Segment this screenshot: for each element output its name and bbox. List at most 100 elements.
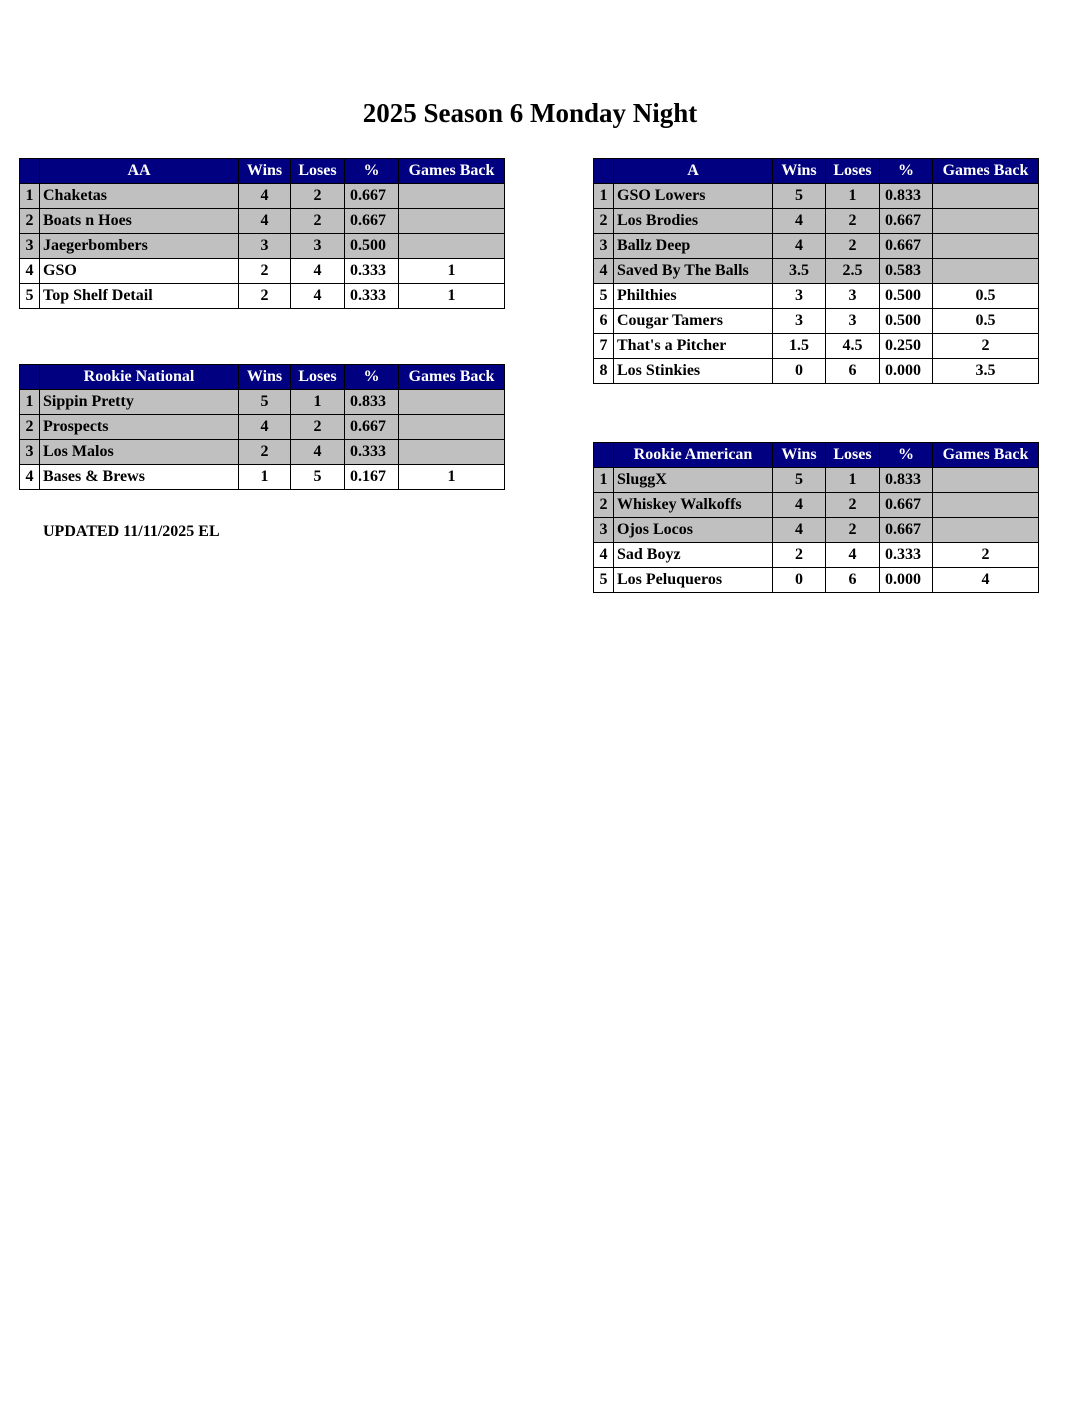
cell-games-back: 0.5 [932,283,1039,309]
header-division: Rookie American [613,442,773,468]
cell-loses: 4.5 [825,333,880,359]
header-pct: % [344,158,399,184]
header-row: Rookie National Wins Loses% Games Back [19,364,505,390]
cell-pct: 0.167 [344,464,399,490]
cell-games-back: 2 [932,333,1039,359]
standings-table-a: A Wins Loses% Games Back 1 GSO Lowers 5 1 0.833 2… [593,158,1039,384]
cell-pct: 0.500 [344,233,399,259]
cell-rank: 2 [593,492,614,518]
cell-team: Boats n Hoes [39,208,239,234]
cell-pct: 0.833 [344,389,399,415]
cell-loses: 2 [290,414,345,440]
cell-wins: 3 [772,283,826,309]
cell-wins: 5 [772,183,826,209]
cell-pct: 0.333 [879,542,933,568]
header-loses: Loses [290,158,345,184]
cell-team: Chaketas [39,183,239,209]
header-rank [19,158,40,184]
cell-team: Ojos Locos [613,517,773,543]
cell-loses: 2 [825,233,880,259]
cell-games-back [398,183,505,209]
header-games-back: Games Back [932,442,1039,468]
cell-wins: 4 [772,517,826,543]
cell-games-back: 4 [932,567,1039,593]
table-row: 4 Sad Boyz 2 4 0.333 2 [593,542,1039,568]
table-row: 8 Los Stinkies 0 6 0.000 3.5 [593,358,1039,384]
cell-rank: 1 [19,183,40,209]
table-row: 5 Los Peluqueros 0 6 0.000 4 [593,567,1039,593]
cell-games-back [932,233,1039,259]
cell-loses: 2 [290,183,345,209]
table-row: 3 Ojos Locos 4 2 0.667 [593,517,1039,543]
cell-team: Prospects [39,414,239,440]
cell-wins: 4 [772,233,826,259]
cell-rank: 4 [593,542,614,568]
header-pct: % [879,442,933,468]
cell-rank: 3 [593,233,614,259]
header-wins: Wins [772,442,826,468]
header-division: A [613,158,773,184]
cell-games-back [398,439,505,465]
header-division: Rookie National [39,364,239,390]
header-wins: Wins [238,158,291,184]
cell-games-back [932,208,1039,234]
cell-wins: 5 [772,467,826,493]
cell-games-back [398,208,505,234]
header-loses: Loses [825,442,880,468]
cell-games-back [932,492,1039,518]
cell-wins: 4 [238,208,291,234]
cell-loses: 4 [290,258,345,284]
table-row: 1 GSO Lowers 5 1 0.833 [593,183,1039,209]
cell-wins: 2 [238,283,291,309]
cell-wins: 1 [238,464,291,490]
header-row: AA Wins Loses% Games Back [19,158,505,184]
cell-wins: 0 [772,567,826,593]
cell-rank: 6 [593,308,614,334]
table-row: 2 Prospects 4 2 0.667 [19,414,505,440]
header-loses: Loses [290,364,345,390]
cell-rank: 4 [19,464,40,490]
cell-wins: 2 [238,258,291,284]
cell-wins: 3 [238,233,291,259]
table-row: 3 Ballz Deep 4 2 0.667 [593,233,1039,259]
cell-loses: 5 [290,464,345,490]
cell-loses: 4 [825,542,880,568]
cell-loses: 4 [290,439,345,465]
header-rank [593,442,614,468]
cell-pct: 0.333 [344,439,399,465]
cell-pct: 0.500 [879,308,933,334]
cell-team: Los Stinkies [613,358,773,384]
cell-team: Bases & Brews [39,464,239,490]
cell-games-back [932,183,1039,209]
cell-games-back [398,389,505,415]
table-row: 5 Top Shelf Detail 2 4 0.333 1 [19,283,505,309]
header-rank [19,364,40,390]
cell-wins: 2 [772,542,826,568]
cell-pct: 0.667 [879,233,933,259]
header-loses: Loses [825,158,880,184]
cell-wins: 1.5 [772,333,826,359]
cell-rank: 1 [593,183,614,209]
cell-games-back [398,233,505,259]
cell-rank: 4 [593,258,614,284]
cell-team: SluggX [613,467,773,493]
cell-loses: 2 [825,517,880,543]
header-wins: Wins [772,158,826,184]
cell-team: Jaegerbombers [39,233,239,259]
cell-rank: 2 [593,208,614,234]
cell-loses: 6 [825,358,880,384]
cell-rank: 4 [19,258,40,284]
cell-pct: 0.333 [344,283,399,309]
cell-pct: 0.667 [344,183,399,209]
cell-loses: 1 [290,389,345,415]
cell-rank: 7 [593,333,614,359]
cell-loses: 2 [825,492,880,518]
cell-pct: 0.667 [879,208,933,234]
page-title: 2025 Season 6 Monday Night [362,98,698,128]
cell-loses: 2 [825,208,880,234]
cell-rank: 5 [593,567,614,593]
cell-pct: 0.667 [879,492,933,518]
cell-pct: 0.667 [879,517,933,543]
cell-team: GSO Lowers [613,183,773,209]
cell-rank: 5 [19,283,40,309]
